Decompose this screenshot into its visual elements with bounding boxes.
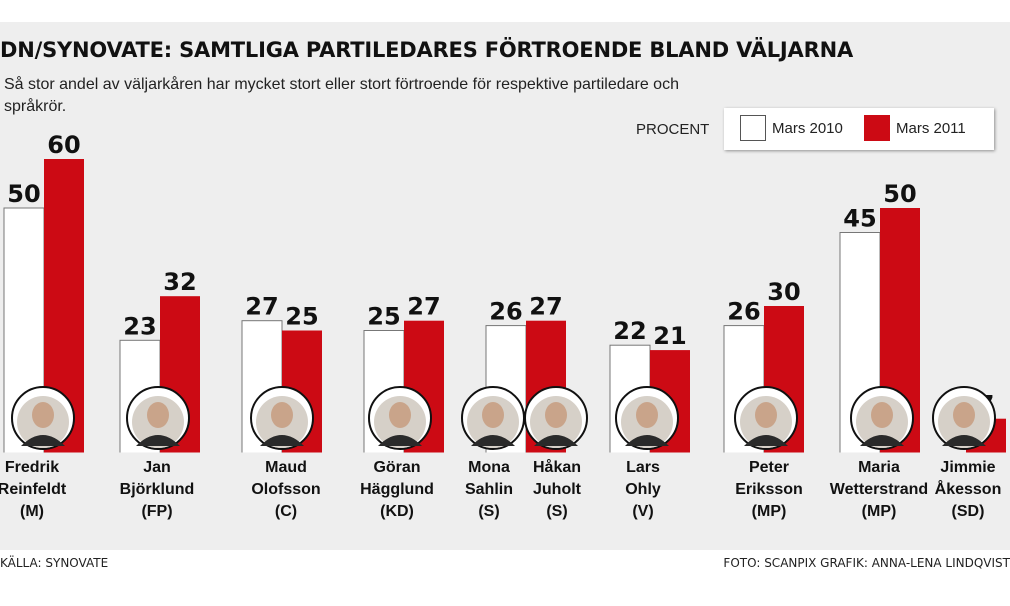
category-label: Jan — [143, 459, 171, 476]
portrait-body — [378, 435, 422, 446]
value-label: 50 — [883, 180, 916, 208]
category-label: (S) — [478, 503, 499, 520]
value-label: 22 — [613, 317, 646, 345]
category-label: (S) — [546, 503, 567, 520]
category-label: (C) — [275, 503, 297, 520]
portrait-body — [136, 435, 180, 446]
category-label: Peter — [749, 459, 789, 476]
category-label: Håkan — [533, 458, 581, 476]
portrait-body — [744, 435, 788, 446]
portrait-face — [147, 402, 169, 428]
portrait-face — [32, 402, 54, 428]
portrait-face — [389, 402, 411, 428]
legend-unit-label: PROCENT — [636, 121, 710, 138]
category-label: Maud — [265, 459, 307, 476]
category-label: Jimmie — [940, 459, 995, 476]
legend-label-2011: Mars 2011 — [896, 120, 966, 137]
legend-swatch-2010 — [740, 115, 766, 141]
credits-note: FOTO: SCANPIX GRAFIK: ANNA-LENA LINDQVIS… — [723, 556, 1010, 570]
portrait-body — [942, 435, 986, 446]
value-label: 27 — [529, 293, 562, 321]
portrait-body — [471, 435, 515, 446]
category-label: (KD) — [380, 503, 414, 520]
value-label: 30 — [767, 278, 800, 306]
category-label: Hägglund — [360, 481, 434, 498]
portrait-face — [545, 402, 567, 428]
portrait-face — [953, 402, 975, 428]
category-label: (MP) — [862, 503, 897, 520]
portrait-body — [534, 435, 578, 446]
category-label: Wetterstrand — [830, 481, 928, 498]
value-label: 23 — [123, 312, 156, 340]
legend: Mars 2010 Mars 2011 — [724, 108, 994, 150]
portrait-face — [755, 402, 777, 428]
portrait-body — [860, 435, 904, 446]
portrait-body — [21, 435, 65, 446]
value-label: 21 — [653, 322, 686, 350]
portrait-body — [260, 435, 304, 446]
portrait-face — [636, 402, 658, 428]
portrait-face — [482, 402, 504, 428]
category-label: (FP) — [141, 503, 172, 520]
source-note: KÄLLA: SYNOVATE — [0, 556, 109, 570]
category-label: Lars — [626, 459, 660, 476]
category-label: Ohly — [625, 481, 661, 498]
category-label: Björklund — [120, 481, 195, 498]
category-label: Juholt — [533, 481, 582, 498]
category-label: Maria — [858, 459, 900, 476]
value-label: 27 — [407, 293, 440, 321]
category-label: Reinfeldt — [0, 481, 67, 498]
value-label: 27 — [245, 293, 278, 321]
category-label: (V) — [632, 503, 653, 520]
category-label: Sahlin — [465, 481, 513, 498]
value-label: 45 — [843, 205, 876, 233]
value-label: 26 — [727, 298, 760, 326]
portrait-body — [625, 435, 669, 446]
value-label: 26 — [489, 298, 522, 326]
category-label: (M) — [20, 503, 44, 520]
value-label: 50 — [7, 180, 40, 208]
category-label: Fredrik — [5, 459, 59, 476]
legend-label-2010: Mars 2010 — [772, 120, 843, 137]
category-label: Olofsson — [251, 481, 320, 498]
category-label: Göran — [373, 459, 420, 476]
category-label: Eriksson — [735, 481, 803, 498]
value-label: 32 — [163, 268, 196, 296]
chart-subtitle: Så stor andel av väljarkåren har mycket … — [4, 76, 679, 115]
value-label: 60 — [47, 131, 80, 159]
legend-swatch-2011 — [864, 115, 890, 141]
portrait-face — [871, 402, 893, 428]
value-label: 25 — [367, 303, 400, 331]
category-label: (MP) — [752, 503, 787, 520]
category-label: Mona — [468, 459, 510, 476]
portrait-face — [271, 402, 293, 428]
category-label: Åkesson — [935, 479, 1002, 498]
value-label: 25 — [285, 303, 318, 331]
chart-title: DN/SYNOVATE: SAMTLIGA PARTILEDARES FÖRTR… — [0, 38, 853, 62]
category-label: (SD) — [952, 503, 985, 520]
